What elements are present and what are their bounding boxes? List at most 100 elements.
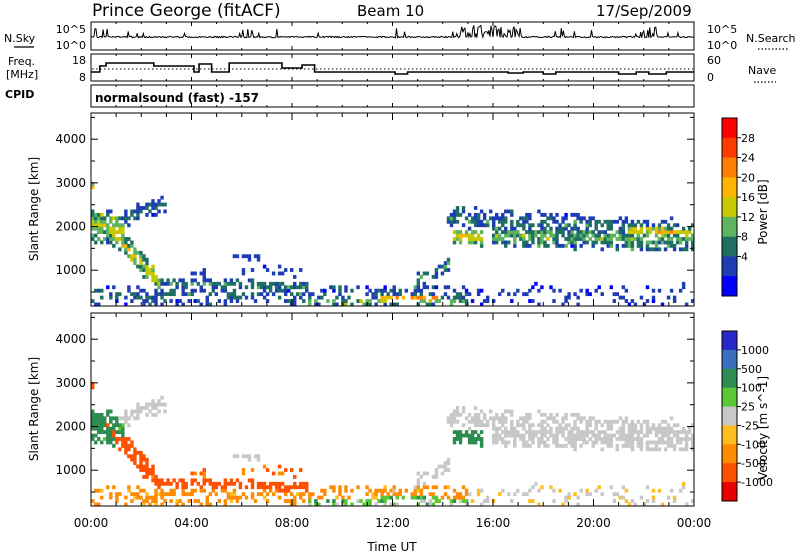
velocity-cell <box>485 419 490 424</box>
power-cell <box>157 285 161 290</box>
power-cell <box>573 243 577 248</box>
velocity-cell <box>449 412 454 417</box>
power-cell <box>262 295 267 300</box>
power-cell <box>217 299 222 303</box>
velocity-cell <box>636 430 641 435</box>
velocity-cell <box>268 488 273 493</box>
power-scale-tick-label: 24 <box>741 152 755 165</box>
velocity-cell <box>552 440 556 445</box>
power-cell <box>320 295 324 300</box>
power-cell <box>684 302 689 307</box>
power-cell <box>663 226 668 231</box>
power-cell <box>624 216 629 221</box>
velocity-cell <box>606 443 610 448</box>
velocity-cell <box>645 447 650 452</box>
power-cell <box>139 254 143 259</box>
velocity-cell <box>169 499 173 503</box>
velocity-cell <box>190 488 194 493</box>
power-cell <box>151 206 155 210</box>
power-cell <box>256 254 261 259</box>
power-cell <box>654 233 659 238</box>
time-tick-label: 00:00 <box>677 516 712 530</box>
power-cell <box>567 240 571 245</box>
velocity-cell <box>488 416 493 421</box>
power-cell <box>600 240 604 245</box>
velocity-cell <box>422 485 427 490</box>
power-cell <box>434 295 439 300</box>
power-cell <box>395 292 399 297</box>
power-cell <box>537 230 541 235</box>
power-cell <box>109 209 113 214</box>
power-cell <box>341 299 345 303</box>
velocity-cell <box>178 478 182 483</box>
power-cell <box>383 285 387 290</box>
power-cell <box>181 292 185 297</box>
power-cell <box>537 240 541 245</box>
velocity-cell <box>121 423 125 428</box>
power-cell <box>633 302 638 307</box>
velocity-cell <box>513 426 517 431</box>
velocity-cell <box>374 492 378 497</box>
velocity-cell <box>498 416 502 421</box>
velocity-cell <box>510 419 514 424</box>
velocity-cell <box>491 416 496 421</box>
velocity-cell <box>621 426 626 431</box>
velocity-scale-swatch <box>722 406 737 426</box>
power-cell <box>377 299 381 303</box>
velocity-cell <box>187 499 191 503</box>
power-cell <box>473 240 478 245</box>
power-cell <box>283 292 288 297</box>
power-cell <box>220 285 225 290</box>
power-cell <box>627 302 632 307</box>
velocity-cell <box>464 433 469 438</box>
power-cell <box>277 281 282 286</box>
power-cell <box>181 281 185 286</box>
velocity-cell <box>561 502 565 507</box>
velocity-cell <box>510 499 514 503</box>
velocity-cell <box>531 423 535 428</box>
power-cell <box>115 292 119 297</box>
power-cell <box>91 226 95 231</box>
power-cell <box>232 254 237 259</box>
velocity-cell <box>431 495 436 500</box>
power-cell <box>552 288 556 293</box>
power-cell <box>100 212 104 217</box>
velocity-cell <box>516 419 520 424</box>
power-cell <box>464 292 469 297</box>
velocity-cell <box>277 495 282 500</box>
power-cell <box>184 285 188 290</box>
power-cell <box>467 212 472 217</box>
power-cell <box>473 216 478 221</box>
power-cell <box>651 288 656 293</box>
velocity-cell <box>461 406 466 410</box>
velocity-cell <box>91 385 95 390</box>
velocity-cell <box>163 409 167 414</box>
power-cell <box>136 209 140 214</box>
velocity-cell <box>121 440 125 445</box>
velocity-cell <box>389 488 393 493</box>
power-cell <box>470 240 475 245</box>
power-cell <box>582 233 586 238</box>
power-cell <box>139 295 143 300</box>
nsky-axis-top: 10^5 <box>56 23 86 36</box>
velocity-cell <box>97 437 101 441</box>
velocity-cell <box>648 426 653 431</box>
power-cell <box>501 223 505 228</box>
velocity-cell <box>449 416 454 421</box>
velocity-cell <box>172 488 176 493</box>
velocity-cell <box>491 423 496 428</box>
velocity-cell <box>380 499 384 503</box>
velocity-cell <box>672 423 677 428</box>
power-cell <box>519 237 523 241</box>
power-cell <box>540 223 544 228</box>
velocity-cell <box>97 426 101 431</box>
power-cell <box>157 199 161 204</box>
velocity-cell <box>666 433 671 438</box>
velocity-cell <box>594 423 598 428</box>
velocity-cell <box>446 461 451 466</box>
velocity-cell <box>121 416 125 421</box>
velocity-cell <box>588 437 592 441</box>
power-cell <box>531 240 535 245</box>
velocity-cell <box>97 502 101 507</box>
